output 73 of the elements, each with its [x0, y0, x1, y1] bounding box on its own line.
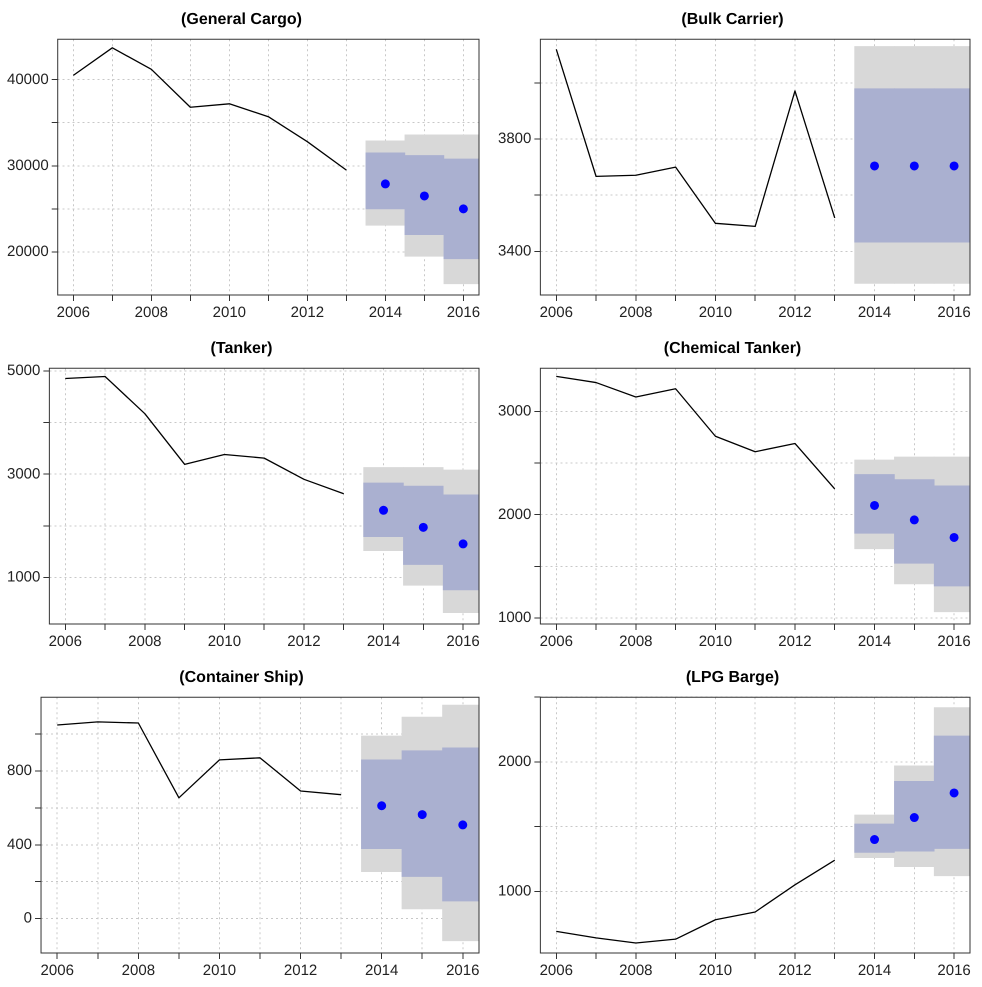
x-tick-label: 2008 [134, 304, 168, 322]
x-tick-label: 2006 [56, 304, 90, 322]
x-tick-label: 2006 [48, 633, 82, 650]
y-tick-label: 2000 [498, 753, 532, 770]
point [418, 522, 428, 532]
x-tick-label: 2006 [540, 633, 573, 650]
chart-title: (Tanker) [210, 340, 272, 358]
x-tick-label: 2014 [366, 633, 400, 650]
chart-title: (General Cargo) [181, 11, 302, 28]
point [420, 191, 429, 200]
chart-title: (Container Ship) [179, 669, 304, 686]
point [870, 500, 880, 510]
point [910, 813, 919, 822]
x-tick-label: 2006 [40, 962, 74, 980]
x-tick-label: 2006 [540, 304, 573, 322]
y-tick-label: 3800 [498, 130, 532, 148]
y-tick-label: 400 [6, 836, 32, 853]
y-tick-label: 40000 [6, 70, 49, 88]
x-tick-label: 2016 [937, 633, 971, 650]
point [418, 810, 427, 820]
y-tick-label: 1000 [498, 882, 532, 900]
x-tick-label: 2006 [540, 962, 573, 980]
point [458, 204, 468, 214]
y-tick-label: 1000 [498, 609, 532, 626]
chart-title: (LPG Barge) [686, 669, 780, 686]
chart-title: (Bulk Carrier) [681, 11, 784, 28]
x-tick-label: 2010 [212, 304, 246, 322]
point [950, 788, 959, 798]
x-tick-label: 2016 [937, 304, 971, 322]
x-tick-label: 2016 [937, 962, 971, 980]
x-tick-label: 2016 [446, 962, 480, 980]
x-tick-label: 2010 [698, 962, 732, 980]
x-tick-label: 2010 [202, 962, 236, 980]
x-tick-label: 2010 [698, 633, 732, 650]
point [870, 835, 880, 844]
x-tick-label: 2016 [446, 304, 480, 322]
y-tick-label: 3000 [6, 465, 40, 482]
x-tick-label: 2012 [284, 962, 318, 980]
x-tick-label: 2012 [778, 962, 812, 980]
point [380, 179, 390, 188]
y-tick-label: 3400 [498, 242, 532, 260]
x-tick-label: 2008 [619, 633, 653, 650]
x-tick-label: 2012 [778, 304, 812, 322]
x-tick-label: 2014 [858, 304, 892, 322]
x-tick-label: 2008 [122, 962, 156, 980]
point [377, 801, 386, 810]
x-tick-label: 2016 [446, 633, 480, 650]
x-tick-label: 2008 [128, 633, 162, 650]
point [910, 515, 919, 524]
point [379, 506, 388, 515]
x-tick-label: 2014 [858, 962, 892, 980]
x-tick-label: 2010 [208, 633, 242, 650]
x-tick-label: 2012 [778, 633, 812, 650]
x-tick-label: 2008 [619, 304, 653, 322]
y-tick-label: 2000 [498, 506, 532, 523]
y-tick-label: 0 [24, 910, 32, 927]
point [950, 532, 959, 542]
chart-title: (Chemical Tanker) [664, 340, 802, 358]
y-tick-label: 5000 [6, 362, 40, 379]
x-tick-label: 2010 [698, 304, 732, 322]
point [458, 820, 468, 830]
x-tick-label: 2014 [368, 304, 402, 322]
x-tick-label: 2012 [287, 633, 321, 650]
x-tick-label: 2014 [364, 962, 398, 980]
y-tick-label: 1000 [6, 568, 40, 586]
x-tick-label: 2014 [858, 633, 892, 650]
x-tick-label: 2008 [619, 962, 653, 980]
y-tick-label: 3000 [498, 402, 532, 420]
y-tick-label: 20000 [6, 243, 49, 260]
x-tick-label: 2012 [290, 304, 324, 322]
point [458, 539, 468, 548]
y-tick-label: 800 [6, 762, 32, 780]
y-tick-label: 30000 [6, 156, 49, 174]
